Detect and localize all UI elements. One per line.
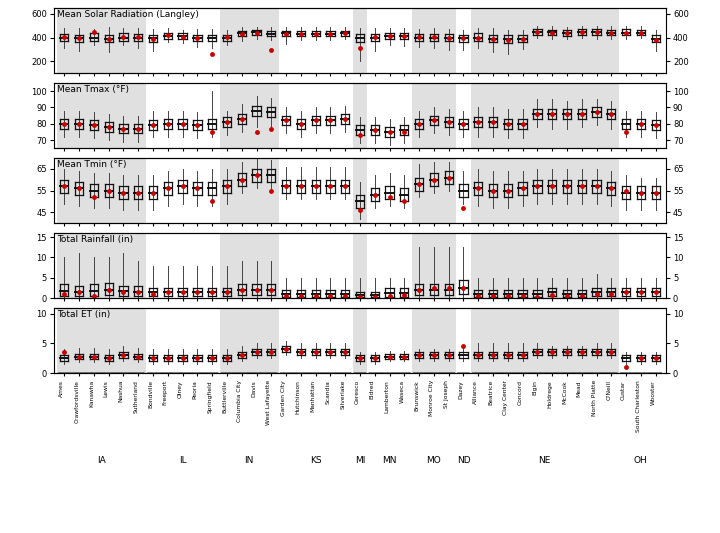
Text: Davis: Davis: [251, 380, 256, 397]
Text: Mead: Mead: [577, 380, 582, 397]
Text: Bondville: Bondville: [148, 380, 153, 408]
Text: North Platte: North Platte: [592, 380, 597, 416]
Text: NE: NE: [539, 456, 551, 465]
Text: Mean Solar Radiation (Langley): Mean Solar Radiation (Langley): [57, 10, 199, 19]
Bar: [412, 308, 456, 373]
Bar: [220, 158, 279, 223]
Text: ND: ND: [456, 456, 470, 465]
Bar: [220, 83, 279, 148]
Text: MI: MI: [355, 456, 365, 465]
Text: West Lafayette: West Lafayette: [266, 380, 271, 425]
Text: Total ET (in): Total ET (in): [57, 310, 110, 319]
Bar: [57, 8, 145, 73]
Text: Total Rainfall (in): Total Rainfall (in): [57, 235, 133, 244]
Text: Wooster: Wooster: [651, 380, 656, 405]
Bar: [57, 158, 145, 223]
Bar: [57, 83, 145, 148]
Text: Mean Tmax (°F): Mean Tmax (°F): [57, 85, 129, 94]
Bar: [471, 308, 618, 373]
Text: Alliance: Alliance: [473, 380, 478, 404]
Bar: [353, 8, 367, 73]
Text: Silverlake: Silverlake: [341, 380, 345, 409]
Bar: [471, 8, 618, 73]
Text: Hutchinson: Hutchinson: [296, 380, 301, 414]
Text: Holdrege: Holdrege: [547, 380, 552, 408]
Text: Elgin: Elgin: [532, 380, 537, 395]
Bar: [412, 8, 456, 73]
Bar: [57, 233, 145, 298]
Bar: [471, 83, 618, 148]
Text: McCook: McCook: [562, 380, 567, 404]
Text: Monroe City: Monroe City: [429, 380, 434, 416]
Text: Lewis: Lewis: [104, 380, 109, 397]
Bar: [220, 233, 279, 298]
Text: Manhattan: Manhattan: [310, 380, 315, 412]
Text: Columbia City: Columbia City: [237, 380, 242, 422]
Bar: [412, 158, 456, 223]
Text: Olney: Olney: [178, 380, 183, 398]
Text: Concord: Concord: [518, 380, 523, 405]
Text: Dazey: Dazey: [459, 380, 464, 399]
Text: IA: IA: [97, 456, 106, 465]
Bar: [353, 158, 367, 223]
Text: Scandia: Scandia: [325, 380, 330, 404]
Text: O'Neill: O'Neill: [606, 380, 611, 400]
Text: Clay Center: Clay Center: [503, 380, 508, 415]
Bar: [57, 308, 145, 373]
Bar: [353, 233, 367, 298]
Bar: [412, 233, 456, 298]
Bar: [471, 233, 618, 298]
Text: MN: MN: [382, 456, 397, 465]
Text: Buttlerville: Buttlerville: [222, 380, 227, 413]
Text: Peoria: Peoria: [192, 380, 197, 399]
Text: Brunswick: Brunswick: [414, 380, 419, 411]
Bar: [471, 158, 618, 223]
Text: Nashua: Nashua: [119, 380, 123, 402]
Text: Crawfordsville: Crawfordsville: [74, 380, 79, 423]
Text: St Joseph: St Joseph: [444, 380, 449, 408]
Text: KS: KS: [310, 456, 321, 465]
Text: MO: MO: [426, 456, 441, 465]
Text: Waseca: Waseca: [400, 380, 405, 403]
Text: Custar: Custar: [621, 380, 626, 400]
Text: Eldred: Eldred: [370, 380, 375, 399]
Text: Garden City: Garden City: [281, 380, 286, 416]
Text: Ceresco: Ceresco: [355, 380, 360, 405]
Text: Freeport: Freeport: [163, 380, 168, 406]
Bar: [220, 8, 279, 73]
Bar: [353, 83, 367, 148]
Text: Lamberton: Lamberton: [384, 380, 390, 413]
Text: Mean Tmin (°F): Mean Tmin (°F): [57, 160, 127, 169]
Text: Kanawha: Kanawha: [89, 380, 94, 407]
Text: Springfield: Springfield: [207, 380, 212, 413]
Text: IN: IN: [245, 456, 254, 465]
Bar: [220, 308, 279, 373]
Text: OH: OH: [634, 456, 648, 465]
Bar: [353, 308, 367, 373]
Text: Ames: Ames: [59, 380, 64, 397]
Text: IL: IL: [179, 456, 186, 465]
Text: Beatrice: Beatrice: [488, 380, 493, 405]
Text: Sutherland: Sutherland: [133, 380, 138, 413]
Text: South Charleston: South Charleston: [636, 380, 641, 432]
Bar: [412, 83, 456, 148]
